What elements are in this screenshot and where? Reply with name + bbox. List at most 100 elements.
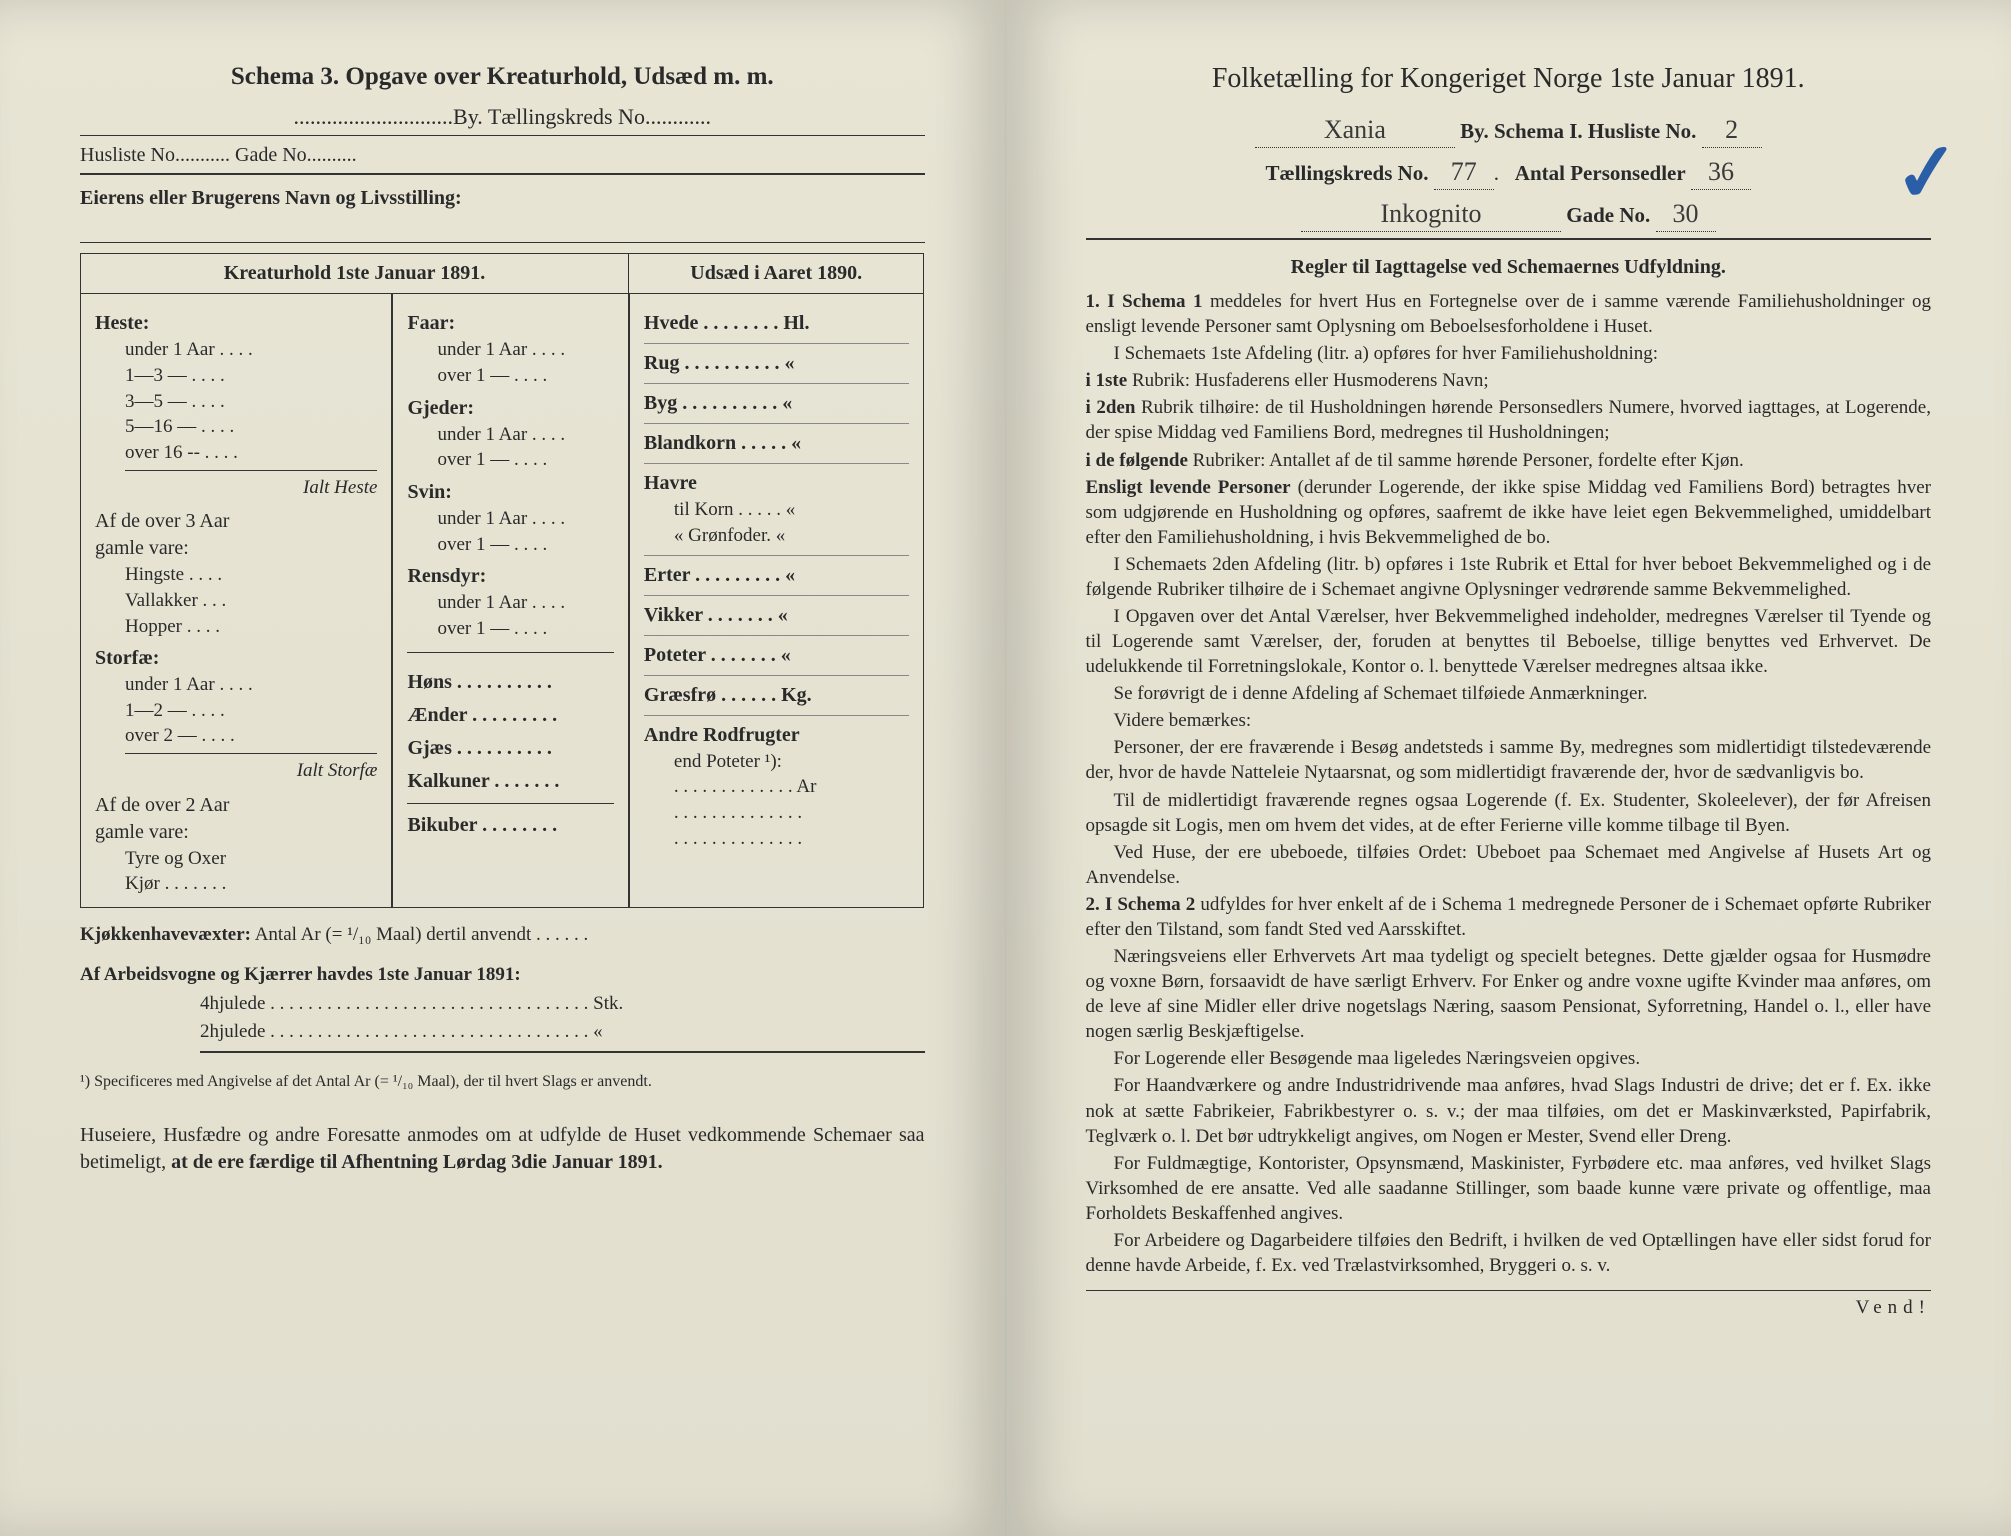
left-line2: Husliste No........... Gade No..........	[80, 142, 925, 175]
list-item: end Poteter ¹):	[674, 749, 910, 775]
list-item: . . . . . . . . . . . . . Ar	[674, 774, 910, 800]
closing-text: Huseiere, Husfædre og andre Foresatte an…	[80, 1122, 925, 1176]
list-item: under 1 Aar . . . .	[437, 422, 613, 448]
header-kreaturhold: Kreaturhold 1ste Januar 1891.	[80, 253, 629, 293]
list-item: Ænder . . . . . . . . .	[407, 702, 613, 729]
foot-kjokken: Kjøkkenhavevæxter: Kjøkkenhavevæxter: An…	[80, 922, 925, 948]
p1e-lead: i de følgende	[1086, 450, 1188, 471]
list-item: Hvede . . . . . . . . Hl.	[644, 310, 910, 337]
list-item: . . . . . . . . . . . . . .	[674, 826, 910, 852]
para-1c: i 1ste Rubrik: Husfaderens eller Husmode…	[1086, 368, 1932, 393]
p1d-lead: i 2den	[1086, 397, 1136, 418]
column-headers: Kreaturhold 1ste Januar 1891. Udsæd i Aa…	[80, 253, 925, 293]
cat-faar: Faar:	[407, 310, 613, 337]
checkmark-annotation: ✓	[1889, 117, 1965, 230]
tk-no: 77	[1434, 154, 1494, 190]
para-1h: I Opgaven over det Antal Værelser, hver …	[1086, 604, 1932, 679]
regler-title: Regler til Iagttagelse ved Schemaernes U…	[1086, 254, 1932, 281]
para-2: 2. I Schema 2 udfyldes for hver enkelt a…	[1086, 892, 1932, 942]
af-over-3: Af de over 3 Aar	[95, 508, 377, 535]
list-item: Havre	[644, 463, 910, 497]
list-item: . . . . . . . . . . . . . .	[674, 800, 910, 826]
para-1k: Personer, der ere fraværende i Besøg and…	[1086, 735, 1932, 785]
para-2d: For Haandværkere og andre Industridriven…	[1086, 1073, 1932, 1148]
vend-label: Vend!	[1086, 1290, 1932, 1321]
left-byline: .............................By. Tælling…	[80, 102, 925, 137]
list-item: under 1 Aar . . . .	[437, 590, 613, 616]
gade-no: 30	[1656, 196, 1716, 232]
af-over-2: Af de over 2 Aar	[95, 792, 377, 819]
fill-line-1: Xania By. Schema I. Husliste No. 2	[1086, 112, 1932, 148]
list-item: Poteter . . . . . . . «	[644, 635, 910, 669]
column-b: Faar: under 1 Aar . . . . over 1 — . . .…	[392, 293, 628, 908]
list-item: til Korn . . . . . «	[674, 497, 910, 523]
list-item: 5—16 — . . . .	[125, 414, 377, 440]
gade-handwritten: Inkognito	[1301, 196, 1561, 232]
list-item: Andre Rodfrugter	[644, 715, 910, 749]
list-item: over 2 — . . . .	[125, 723, 377, 749]
para1-lead: 1. I Schema 1	[1086, 291, 1203, 312]
three-columns: Heste: under 1 Aar . . . . 1—3 — . . . .…	[80, 293, 925, 908]
antal-label: Antal Personsedler	[1515, 161, 1686, 185]
list-item: Høns . . . . . . . . . .	[407, 669, 613, 696]
para-1l: Til de midlertidigt fraværende regnes og…	[1086, 788, 1932, 838]
list-item: over 16 -- . . . .	[125, 440, 377, 466]
cat-gjeder: Gjeder:	[407, 395, 613, 422]
list-item: under 1 Aar . . . .	[437, 506, 613, 532]
list-item: Byg . . . . . . . . . . «	[644, 383, 910, 417]
list-item: Hingste . . . .	[125, 562, 377, 588]
header-udsaed: Udsæd i Aaret 1890.	[629, 253, 925, 293]
list-item: Erter . . . . . . . . . «	[644, 555, 910, 589]
cat-rensdyr: Rensdyr:	[407, 563, 613, 590]
page-spread: Schema 3. Opgave over Kreaturhold, Udsæd…	[0, 0, 2011, 1536]
husliste-no: 2	[1702, 112, 1762, 148]
list-item: Vikker . . . . . . . «	[644, 595, 910, 629]
list-item: 3—5 — . . . .	[125, 389, 377, 415]
cat-heste: Heste:	[95, 310, 377, 337]
list-item: Blandkorn . . . . . «	[644, 423, 910, 457]
body-text: 1. I Schema 1 meddeles for hvert Hus en …	[1086, 289, 1932, 1278]
p1c-body: Rubrik: Husfaderens eller Husmoderens Na…	[1127, 370, 1488, 391]
fill-line-3: Inkognito Gade No. 30	[1086, 196, 1932, 240]
list-item: over 1 — . . . .	[437, 447, 613, 473]
list-item: 1—2 — . . . .	[125, 698, 377, 724]
para-1i: Se forøvrigt de i denne Afdeling af Sche…	[1086, 681, 1932, 706]
para2-body: udfyldes for hver enkelt af de i Schema …	[1086, 894, 1932, 940]
column-a: Heste: under 1 Aar . . . . 1—3 — . . . .…	[80, 293, 392, 908]
list-item: Græsfrø . . . . . . Kg.	[644, 675, 910, 709]
p1e-body: Rubriker: Antallet af de til samme høren…	[1188, 450, 1744, 471]
owner-label: Eierens eller Brugerens Navn og Livsstil…	[80, 185, 925, 243]
para1-body: meddeles for hvert Hus en Fortegnelse ov…	[1086, 291, 1932, 337]
list-item: over 1 — . . . .	[437, 532, 613, 558]
list-item: Tyre og Oxer	[125, 846, 377, 872]
p1d-body: Rubrik tilhøire: de til Husholdningen hø…	[1086, 397, 1931, 443]
list-item: Kjør . . . . . . .	[125, 871, 377, 897]
fill-line-2: Tællingskreds No. 77. Antal Personsedler…	[1086, 154, 1932, 190]
other-block: Høns . . . . . . . . . . Ænder . . . . .…	[407, 652, 613, 839]
list-item: Kalkuner . . . . . . .	[407, 768, 613, 795]
ialt-storfae: Ialt Storfæ	[125, 753, 377, 784]
para-2b: Næringsveiens eller Erhvervets Art maa t…	[1086, 944, 1932, 1044]
foot-2hjulede: 2hjulede . . . . . . . . . . . . . . . .…	[200, 1019, 925, 1053]
para-1m: Ved Huse, der ere ubeboede, tilføies Ord…	[1086, 840, 1932, 890]
para-1e: i de følgende Rubriker: Antallet af de t…	[1086, 448, 1932, 473]
p1c-lead: i 1ste	[1086, 370, 1128, 391]
cat-storfae: Storfæ:	[95, 645, 377, 672]
para2-lead: 2. I Schema 2	[1086, 894, 1196, 915]
gamle-vare: gamle vare:	[95, 535, 377, 562]
list-item: Rug . . . . . . . . . . «	[644, 343, 910, 377]
list-item: Gjæs . . . . . . . . . .	[407, 735, 613, 762]
list-item: under 1 Aar . . . .	[437, 337, 613, 363]
antal-no: 36	[1691, 154, 1751, 190]
tk-label: Tællingskreds No.	[1266, 161, 1429, 185]
ialt-heste: Ialt Heste	[125, 470, 377, 501]
list-item: Bikuber . . . . . . . .	[407, 803, 613, 839]
left-page: Schema 3. Opgave over Kreaturhold, Udsæd…	[0, 0, 1006, 1536]
list-item: « Grønfoder. «	[674, 523, 910, 549]
para-2c: For Logerende eller Besøgende maa ligele…	[1086, 1046, 1932, 1071]
by-handwritten: Xania	[1255, 112, 1455, 148]
right-title: Folketælling for Kongeriget Norge 1ste J…	[1086, 60, 1932, 98]
footnote: ¹) Specificeres med Angivelse af det Ant…	[80, 1071, 925, 1093]
para-1b: I Schemaets 1ste Afdeling (litr. a) opfø…	[1086, 341, 1932, 366]
foot2-text: Af Arbeidsvogne og Kjærrer havdes 1ste J…	[80, 964, 521, 985]
